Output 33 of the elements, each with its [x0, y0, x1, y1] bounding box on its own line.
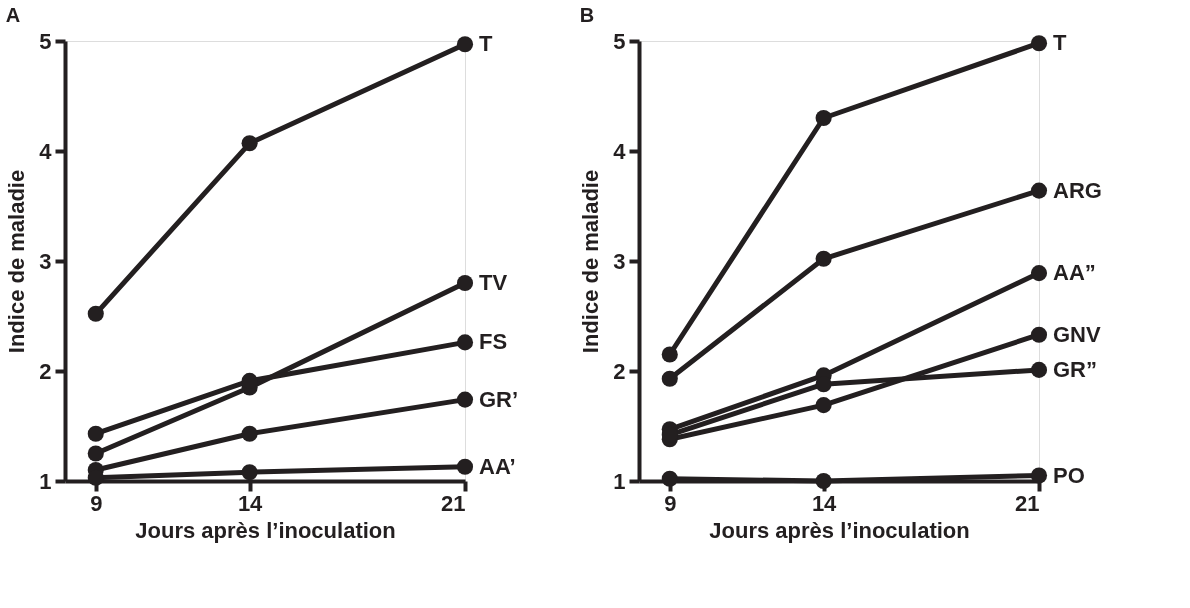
chart-title: A — [5, 4, 21, 26]
series-label: TV — [479, 270, 508, 295]
x-tick-label: 14 — [237, 490, 264, 516]
y-tick-label: 2 — [613, 358, 626, 384]
y-tick-label: 4 — [39, 138, 53, 164]
series-label: GR’ — [479, 386, 519, 412]
x-tick-label: 21 — [441, 490, 466, 516]
x-tick-label: 21 — [1015, 490, 1040, 516]
x-tick-label: 9 — [664, 490, 677, 516]
series-label: AA” — [1053, 260, 1096, 286]
x-tick-label: 9 — [90, 490, 103, 516]
series-label: PO — [1053, 462, 1085, 488]
y-tick-label: 5 — [39, 28, 52, 54]
series-label: FS — [479, 329, 508, 355]
chart-title: B — [579, 4, 595, 26]
y-tick-label: 1 — [39, 468, 52, 494]
series-label: T — [479, 31, 493, 57]
series-label: AA’ — [479, 453, 516, 479]
series-label: ARG — [1053, 177, 1102, 203]
y-axis-title: Indice de maladie — [4, 169, 30, 354]
y-tick-label: 3 — [613, 248, 626, 274]
x-tick-label: 14 — [811, 490, 838, 516]
y-axis-title: Indice de maladie — [578, 169, 604, 354]
y-tick-label: 4 — [613, 138, 627, 164]
x-axis-title: Jours après l’inoculation — [709, 517, 970, 543]
y-tick-label: 5 — [613, 28, 626, 54]
x-axis-title: Jours après l’inoculation — [135, 517, 396, 543]
series-label: GR” — [1053, 356, 1097, 382]
y-tick-label: 3 — [39, 248, 52, 274]
y-tick-label: 2 — [39, 358, 52, 384]
series-label: T — [1053, 30, 1067, 56]
series-label: GNV — [1053, 321, 1101, 347]
y-tick-label: 1 — [613, 468, 626, 494]
